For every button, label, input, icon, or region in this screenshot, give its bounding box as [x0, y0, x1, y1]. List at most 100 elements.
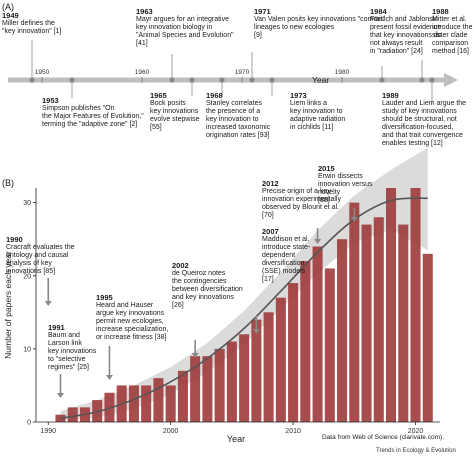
timeline-event-1988: 1988 Mitter et al. introduce the sister c… — [432, 8, 472, 56]
timeline-marker — [29, 77, 35, 83]
timeline-event-text: Liem links a key innovation to adaptive … — [290, 100, 346, 131]
timeline-event-1971: 1971 Van Valen posits key innovations "co… — [254, 8, 385, 40]
chart-event-year: 1995 — [96, 293, 113, 302]
timeline-svg: 1950 1960 1970 1980 Year — [8, 40, 458, 104]
chart-event-2012: 2012 Precise origin of a key innovation e… — [262, 180, 341, 220]
bar-1998 — [141, 385, 152, 422]
timeline-event-1949: 1949 Miller defines the "key innovation" … — [2, 12, 61, 36]
panel-b-label: (B) — [2, 178, 14, 188]
event-arrowhead — [314, 239, 322, 244]
timeline-tick-label: 1980 — [335, 69, 350, 76]
chart-event-text: de Queiroz notes the contingencies betwe… — [172, 270, 243, 309]
x-tick-label: 2020 — [408, 428, 424, 435]
bar-2021 — [422, 253, 433, 422]
bar-1997 — [128, 385, 139, 422]
timeline-marker — [419, 77, 425, 83]
timeline-marker — [169, 77, 175, 83]
timeline-event-text: Miller defines the "key innovation" [1] — [2, 20, 62, 35]
y-tick-label: 0 — [27, 420, 31, 427]
bar-2002 — [190, 356, 201, 422]
x-axis-label: Year — [227, 434, 245, 444]
timeline-event-text: Simpson publishes "On the Major Features… — [42, 105, 144, 128]
timeline-event-1968: 1968 Stanley correlates the presence of a… — [206, 92, 270, 140]
x-tick-label: 1990 — [40, 428, 56, 435]
timeline-event-1965: 1965 Bock posits key innovations evolve s… — [150, 92, 199, 132]
bar-2008 — [263, 312, 274, 422]
event-arrowhead — [350, 217, 358, 222]
bar-2014 — [337, 239, 348, 422]
chart-event-2002: 2002 de Queiroz notes the contingencies b… — [172, 262, 243, 310]
y-axis-label: Number of papers each year — [3, 251, 13, 359]
bar-1992 — [67, 407, 78, 422]
bar-2012 — [312, 246, 323, 422]
panel-a-label: (A) — [2, 2, 14, 12]
timeline-tick-label: 1950 — [35, 69, 50, 76]
event-arrowhead — [252, 329, 260, 334]
timeline-event-year: 1949 — [2, 11, 19, 20]
timeline-marker — [219, 77, 225, 83]
data-credit: Data from Web of Science (clarivate.com)… — [322, 434, 444, 441]
bar-2015 — [349, 202, 360, 422]
timeline-event-text: Bock posits key innovations evolve stepw… — [150, 100, 200, 131]
timeline-event-text: Van Valen posits key innovations "commit… — [254, 16, 386, 39]
chart-event-year: 2012 — [262, 179, 279, 188]
chart-event-year: 1990 — [6, 235, 23, 244]
timeline-event-text: Fürsich and Jablonski present fossil evi… — [370, 16, 442, 55]
bar-1995 — [104, 392, 115, 422]
timeline-tick-label: 1960 — [135, 69, 150, 76]
timeline-arrowhead — [444, 73, 458, 87]
chart-event-year: 2002 — [172, 261, 189, 270]
bar-2001 — [177, 370, 188, 422]
bar-2010 — [288, 283, 299, 422]
timeline-event-year: 1971 — [254, 7, 271, 16]
timeline-event-year: 1984 — [370, 7, 387, 16]
event-arrowhead — [56, 393, 64, 398]
y-tick-label: 20 — [23, 273, 31, 280]
chart-event-year: 2015 — [318, 164, 335, 173]
chart-event-year: 2007 — [262, 227, 279, 236]
timeline-axis-label: Year — [312, 75, 329, 85]
timeline-bar — [8, 77, 444, 83]
timeline-event-1984: 1984 Fürsich and Jablonski present fossil… — [370, 8, 442, 56]
chart-event-text: Maddison et al. introduce state- depende… — [262, 236, 311, 283]
bar-2020 — [410, 188, 421, 422]
timeline-event-1989: 1989 Lauder and Liem argue the study of k… — [382, 92, 466, 148]
bar-2013 — [324, 268, 335, 422]
x-tick-label: 2000 — [163, 428, 179, 435]
chart-event-year: 1991 — [48, 323, 65, 332]
bar-1999 — [153, 378, 164, 422]
timeline-event-year: 1968 — [206, 91, 223, 100]
timeline-tick-label: 1970 — [235, 69, 250, 76]
bar-2011 — [300, 261, 311, 422]
timeline-marker — [269, 77, 275, 83]
timeline-event-text: Mayr argues for an integrative key innov… — [136, 16, 234, 47]
trend-line — [60, 197, 428, 420]
bar-2000 — [165, 385, 176, 422]
journal-name: Trends in Ecology & Evolution — [376, 448, 456, 454]
timeline-marker — [249, 77, 255, 83]
chart-event-text: Baum and Larson link key innovations to … — [48, 332, 97, 371]
timeline-event-year: 1989 — [382, 91, 399, 100]
bar-2003 — [202, 356, 213, 422]
y-tick-label: 10 — [23, 346, 31, 353]
bar-2007 — [251, 319, 262, 422]
timeline-marker — [189, 77, 195, 83]
chart-event-text: Erwin dissects innovation versus novelty… — [318, 173, 373, 204]
timeline-event-1973: 1973 Liem links a key innovation to adapt… — [290, 92, 345, 132]
bar-2009 — [275, 297, 286, 422]
y-tick-label: 30 — [23, 200, 31, 207]
event-arrowhead — [105, 375, 113, 380]
chart-event-text: Heard and Hauser argue key innovations p… — [96, 302, 169, 341]
timeline-event-year: 1973 — [290, 91, 307, 100]
bar-2019 — [398, 224, 409, 422]
x-tick-label: 2010 — [285, 428, 301, 435]
timeline-event-text: Mitter et al. introduce the sister clade… — [432, 16, 473, 55]
chart-event-text: Precise origin of a key innovation exper… — [262, 188, 341, 219]
chart-event-1990: 1990 Cracraft evaluates the ontology and … — [6, 236, 74, 276]
bar-2017 — [373, 217, 384, 422]
timeline-event-year: 1963 — [136, 7, 153, 16]
bar-2016 — [361, 224, 372, 422]
timeline-event-year: 1953 — [42, 96, 59, 105]
timeline-marker — [69, 77, 75, 83]
